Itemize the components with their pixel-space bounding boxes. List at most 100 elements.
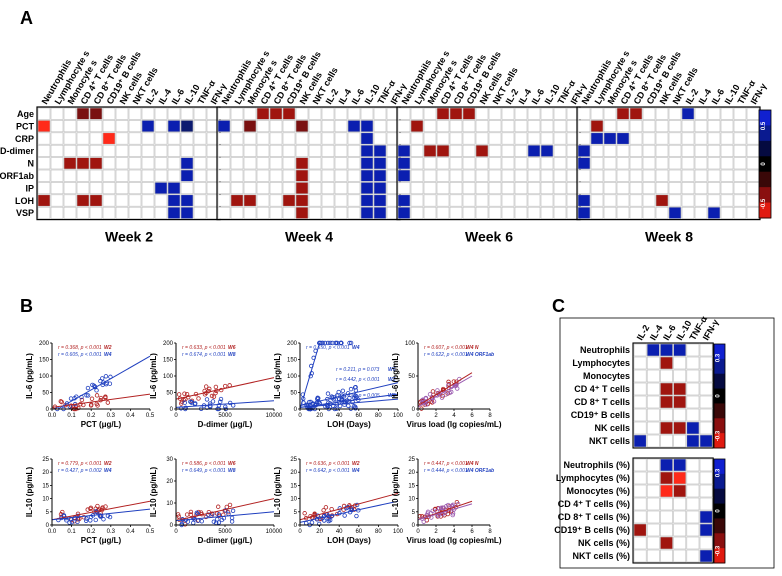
heatmap-a-cell: [243, 107, 257, 120]
heatmap-a-col-label: IL-6: [350, 87, 367, 106]
heatmap-a-cell: [308, 194, 322, 207]
heatmap-a-cell: [514, 169, 528, 182]
heatmap-a-cell: [50, 194, 64, 207]
scatter-point: [218, 399, 223, 404]
heatmap-a-cell: [527, 194, 541, 207]
heatmap-c-cell: [633, 510, 647, 524]
heatmap-a-cell: [334, 182, 348, 195]
heatmap-a-cell: [193, 157, 207, 170]
heatmap-a-cell: [488, 132, 502, 145]
heatmap-a-cell: [436, 107, 450, 120]
heatmap-a-cell: [180, 107, 194, 120]
heatmap-a-cell: [230, 169, 244, 182]
y-tick-label: 0: [170, 523, 174, 529]
scatter-point: [227, 400, 233, 406]
heatmap-a-cell: [668, 182, 682, 195]
colorbar-c-tick: 0: [716, 394, 722, 398]
heatmap-a-cell: [154, 182, 168, 195]
heatmap-a-cell: [642, 169, 656, 182]
scatter-point: [348, 340, 354, 346]
colorbar-a-segment: [759, 125, 771, 142]
scatter-point: [72, 516, 78, 521]
heatmap-a-cell: [37, 132, 51, 145]
heatmap-a-cell: [282, 120, 296, 133]
colorbar-a-frame: [758, 109, 772, 219]
heatmap-c-cell: [673, 421, 687, 435]
heatmap-a-cell: [76, 107, 90, 120]
heatmap-a-cell: [488, 120, 502, 133]
heatmap-a-cell: [360, 194, 374, 207]
legend-series: W8: [228, 468, 236, 474]
heatmap-a-cell: [282, 144, 296, 157]
heatmap-a-cell: [76, 157, 90, 170]
heatmap-c-cell: [673, 343, 687, 357]
scatter-point: [435, 388, 440, 393]
scatter-point: [94, 393, 100, 398]
heatmap-a-cell: [154, 194, 168, 207]
heatmap-a-cell: [720, 107, 734, 120]
y-tick-label: 150: [163, 358, 174, 364]
scatter-point: [322, 340, 328, 346]
heatmap-c-cell: [673, 434, 687, 448]
scatter-point: [229, 515, 235, 521]
heatmap-a-cell: [243, 206, 257, 219]
x-tick-label: 0.4: [126, 529, 135, 535]
heatmap-a-cell: [295, 194, 309, 207]
heatmap-a-cell: [180, 169, 194, 182]
heatmap-a-cell: [410, 206, 424, 219]
heatmap-a-cell: [76, 182, 90, 195]
heatmap-a-cell: [733, 144, 747, 157]
heatmap-a-cell: [243, 132, 257, 145]
heatmap-a-cell: [63, 120, 77, 133]
scatter-point: [94, 401, 99, 407]
heatmap-a-row-label: Age: [17, 109, 34, 119]
heatmap-a-cell: [603, 132, 617, 145]
heatmap-a-cell: [334, 157, 348, 170]
scatter-point: [322, 513, 327, 519]
heatmap-a-cell: [514, 144, 528, 157]
legend-stat: r = 0.622, p < 0.001: [424, 352, 468, 358]
heatmap-a-cell: [167, 107, 181, 120]
heatmap-a-cell: [540, 120, 554, 133]
scatter-point: [88, 518, 93, 523]
colorbar-c-segment: [714, 388, 725, 404]
heatmap-c-cell: [686, 382, 700, 396]
heatmap-c-cell: [699, 471, 713, 485]
y-tick-label: 20: [166, 479, 173, 485]
heatmap-a-cell: [642, 120, 656, 133]
scatter-point: [100, 376, 105, 381]
heatmap-c-cell: [686, 356, 700, 370]
heatmap-a-cell: [577, 194, 591, 207]
y-tick-label: 0: [46, 523, 50, 529]
heatmap-a-cell: [256, 120, 270, 133]
heatmap-a-cell: [475, 206, 489, 219]
x-tick-label: 0: [174, 529, 178, 535]
heatmap-a-cell: [501, 144, 515, 157]
heatmap-a-cell: [360, 206, 374, 219]
scatter-point: [105, 400, 111, 405]
heatmap-a-cell: [102, 107, 116, 120]
heatmap-a-cell: [115, 169, 129, 182]
heatmap-a-cell: [629, 182, 643, 195]
heatmap-a-cell: [217, 107, 231, 120]
heatmap-a-cell: [50, 120, 64, 133]
heatmap-a-cell: [243, 144, 257, 157]
regression-line: [175, 511, 275, 522]
scatter-point: [67, 520, 72, 525]
heatmap-a-cell: [308, 157, 322, 170]
regression-line: [299, 382, 399, 407]
heatmap-a-cell: [733, 206, 747, 219]
heatmap-a-cell: [76, 169, 90, 182]
heatmap-a-cell: [193, 132, 207, 145]
heatmap-a-cell: [720, 132, 734, 145]
heatmap-c-cell: [686, 408, 700, 422]
heatmap-a-cell: [217, 144, 231, 157]
y-tick-label: 200: [163, 341, 174, 347]
heatmap-a-cell: [37, 157, 51, 170]
heatmap-a-cell: [423, 194, 437, 207]
legend-series: W2: [352, 461, 360, 467]
heatmap-a-cell: [334, 194, 348, 207]
x-tick-label: 4: [452, 413, 456, 419]
heatmap-c-cell: [633, 434, 647, 448]
week-title: Week 8: [645, 229, 693, 245]
